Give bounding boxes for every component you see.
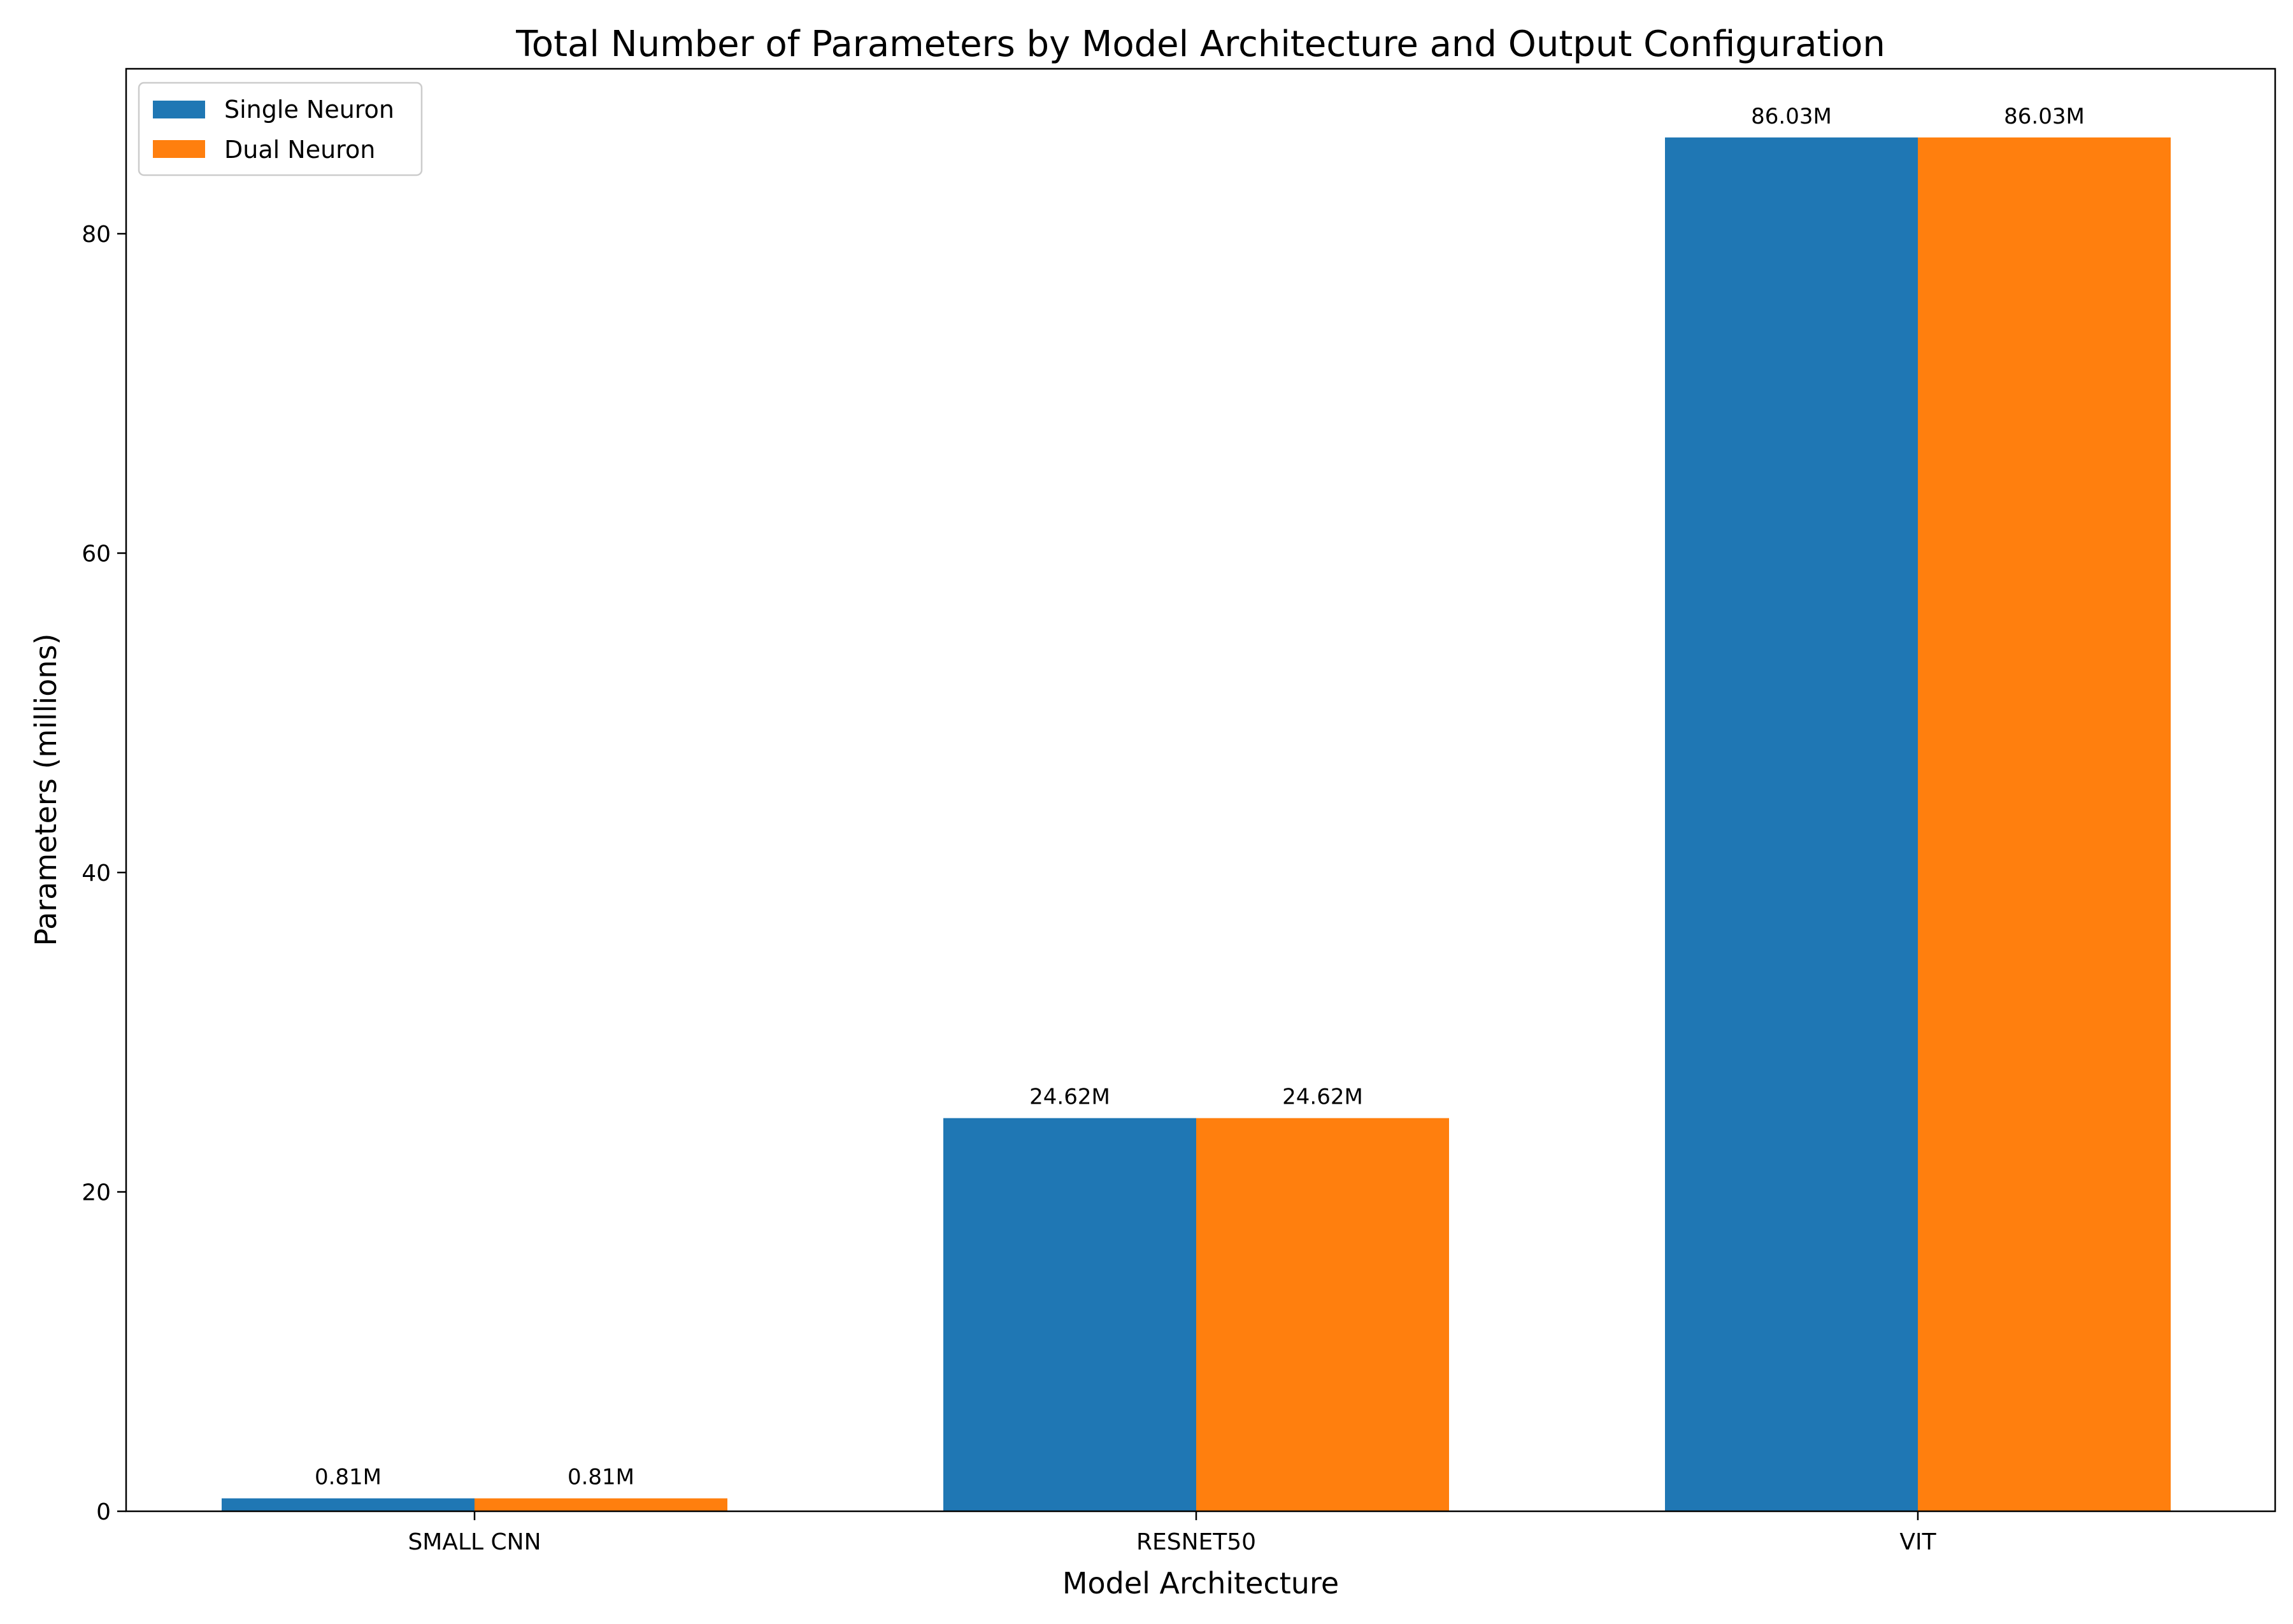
y-tick-label-0: 0 <box>96 1499 111 1525</box>
data-labels-layer: 0.81M 24.62M 86.03M 0.81M 24.62M 86.03M <box>315 104 2085 1490</box>
bar-dual-neuron-resnet50 <box>1196 1118 1449 1511</box>
legend-swatch-dual-neuron <box>153 140 205 158</box>
data-label-single-neuron-vit: 86.03M <box>1751 104 1832 129</box>
data-label-dual-neuron-vit: 86.03M <box>2004 104 2085 129</box>
y-tick-label-60: 60 <box>82 541 111 567</box>
x-axis-label: Model Architecture <box>1062 1566 1339 1600</box>
bar-dual-neuron-small-cnn <box>475 1498 727 1511</box>
legend-swatch-single-neuron <box>153 101 205 118</box>
legend-label-single-neuron: Single Neuron <box>224 96 394 124</box>
bar-single-neuron-small-cnn <box>222 1498 475 1511</box>
x-axis: SMALL CNN RESNET50 VIT <box>408 1511 1937 1555</box>
data-label-single-neuron-small-cnn: 0.81M <box>315 1465 382 1490</box>
x-tick-label-small-cnn: SMALL CNN <box>408 1529 541 1555</box>
data-label-dual-neuron-small-cnn: 0.81M <box>568 1465 634 1490</box>
bar-single-neuron-resnet50 <box>943 1118 1196 1511</box>
y-axis-label: Parameters (millions) <box>29 634 63 946</box>
plot-frame <box>125 68 2276 1513</box>
y-tick-label-40: 40 <box>82 860 111 887</box>
x-tick-label-resnet50: RESNET50 <box>1136 1529 1256 1555</box>
bar-single-neuron-vit <box>1665 137 1918 1512</box>
y-tick-label-20: 20 <box>82 1180 111 1206</box>
y-axis: 0 20 40 60 80 <box>82 222 126 1525</box>
legend: Single Neuron Dual Neuron <box>138 82 423 176</box>
data-label-dual-neuron-resnet50: 24.62M <box>1282 1085 1363 1110</box>
bars-layer <box>222 137 2171 1512</box>
data-label-single-neuron-resnet50: 24.62M <box>1029 1085 1110 1110</box>
legend-frame <box>138 82 423 176</box>
y-tick-label-80: 80 <box>82 222 111 248</box>
bar-dual-neuron-vit <box>1918 137 2171 1512</box>
legend-label-dual-neuron: Dual Neuron <box>224 136 375 164</box>
chart-title: Total Number of Parameters by Model Arch… <box>515 24 1885 65</box>
x-tick-label-vit: VIT <box>1899 1529 1936 1555</box>
